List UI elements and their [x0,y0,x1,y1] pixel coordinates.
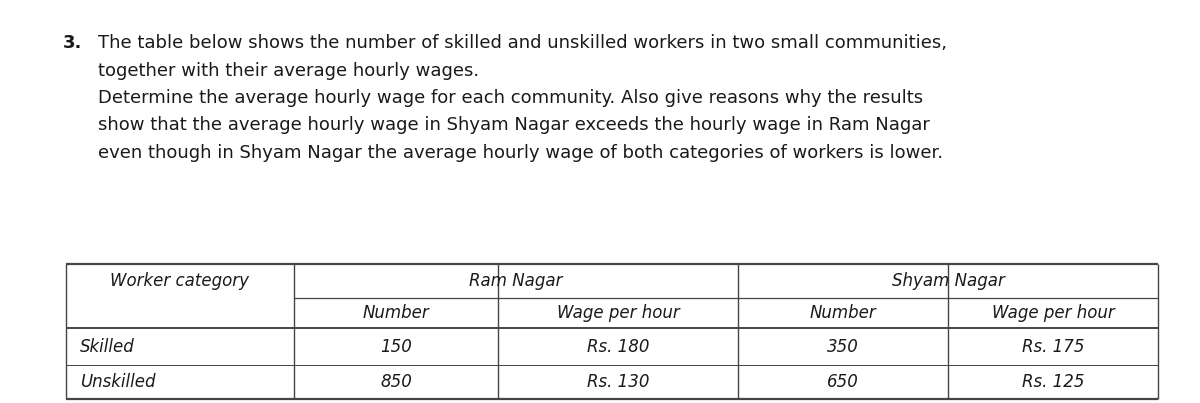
Text: Number: Number [362,304,430,322]
Text: Shyam Nagar: Shyam Nagar [892,272,1004,290]
Text: 3.: 3. [62,34,82,52]
Text: The table below shows the number of skilled and unskilled workers in two small c: The table below shows the number of skil… [98,34,948,52]
Text: even though in Shyam Nagar the average hourly wage of both categories of workers: even though in Shyam Nagar the average h… [98,144,943,162]
Text: Rs. 180: Rs. 180 [587,338,649,355]
Text: Worker category: Worker category [110,272,250,290]
Text: Rs. 175: Rs. 175 [1021,338,1085,355]
Text: Ram Nagar: Ram Nagar [469,272,563,290]
Text: 650: 650 [827,373,859,391]
Text: Rs. 125: Rs. 125 [1021,373,1085,391]
Text: Unskilled: Unskilled [80,373,156,391]
Text: Rs. 130: Rs. 130 [587,373,649,391]
Text: 850: 850 [380,373,412,391]
Text: Wage per hour: Wage per hour [991,304,1115,322]
Text: Determine the average hourly wage for each community. Also give reasons why the : Determine the average hourly wage for ea… [98,89,924,107]
Text: Skilled: Skilled [80,338,136,355]
Text: 350: 350 [827,338,859,355]
Text: 150: 150 [380,338,412,355]
Text: show that the average hourly wage in Shyam Nagar exceeds the hourly wage in Ram : show that the average hourly wage in Shy… [98,116,930,135]
Text: Number: Number [810,304,876,322]
Text: together with their average hourly wages.: together with their average hourly wages… [98,62,480,80]
Text: Wage per hour: Wage per hour [557,304,679,322]
